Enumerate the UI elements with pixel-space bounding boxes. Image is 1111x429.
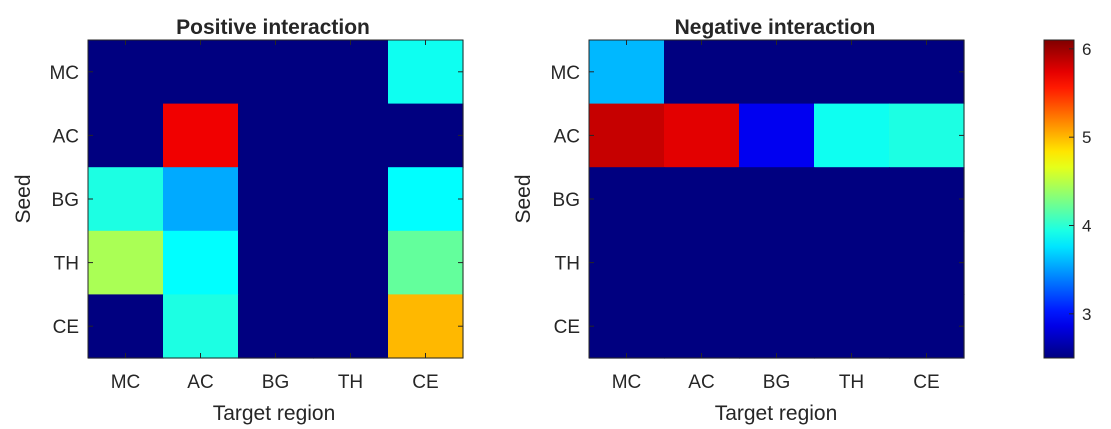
left-cell-ac-mc (88, 103, 164, 168)
left-y-tick-label: AC (53, 126, 79, 147)
left-cell-ce-th (313, 294, 389, 359)
right-cell-th-bg (739, 230, 815, 295)
right-cell-bg-bg (739, 167, 815, 232)
left-cell-ac-th (313, 103, 389, 168)
right-cell-th-ce (889, 230, 965, 295)
right-cell-th-mc (589, 230, 665, 295)
right-heatmap-cells (589, 40, 965, 359)
right-cell-th-th (814, 230, 890, 295)
left-y-axis-label: Seed (12, 174, 35, 223)
right-cell-th-ac (664, 230, 740, 295)
right-cell-ce-ac (664, 294, 740, 359)
right-cell-ce-ce (889, 294, 965, 359)
left-cell-th-bg (238, 230, 314, 295)
left-x-axis-label: Target region (213, 402, 336, 425)
colorbar-gradient (1044, 40, 1074, 358)
left-cell-mc-mc (88, 40, 164, 105)
colorbar-tick-label: 3 (1082, 305, 1091, 324)
left-cell-th-ac (163, 230, 239, 295)
left-y-tick-label: BG (52, 190, 79, 211)
left-cell-bg-mc (88, 167, 164, 232)
left-x-tick-label: AC (187, 372, 213, 393)
left-y-tick-label: CE (53, 317, 79, 338)
left-x-tick-label: BG (262, 372, 289, 393)
right-x-tick-labels: MC AC BG TH CE (612, 40, 940, 393)
left-cell-bg-ac (163, 167, 239, 232)
left-x-tick-labels: MC AC BG TH CE (111, 40, 439, 393)
right-x-axis-label: Target region (715, 402, 838, 425)
right-cell-ce-mc (589, 294, 665, 359)
right-cell-bg-ac (664, 167, 740, 232)
right-cell-ac-ce (889, 103, 965, 168)
left-cell-ce-ce (388, 294, 464, 359)
left-cell-mc-th (313, 40, 389, 105)
right-y-tick-label: CE (554, 317, 580, 338)
right-y-tick-label: MC (550, 63, 580, 84)
right-x-tick-label: AC (688, 372, 714, 393)
right-cell-ac-mc (589, 103, 665, 168)
left-y-tick-label: TH (54, 254, 79, 275)
left-cell-th-mc (88, 230, 164, 295)
right-x-tick-label: CE (913, 372, 939, 393)
left-cell-ce-ac (163, 294, 239, 359)
negative-interaction-heatmap: Negative interaction MC AC BG TH CE MC AC BG TH… (512, 16, 965, 425)
positive-interaction-heatmap: Positive interaction MC AC BG TH CE MC AC BG TH… (12, 16, 464, 425)
left-chart-title: Positive interaction (176, 16, 370, 39)
right-cell-ce-th (814, 294, 890, 359)
right-x-tick-label: BG (763, 372, 790, 393)
right-cell-mc-th (814, 40, 890, 105)
left-cell-mc-ac (163, 40, 239, 105)
left-cell-bg-ce (388, 167, 464, 232)
left-y-tick-labels: MC AC BG TH CE (49, 63, 463, 338)
colorbar-tick-label: 4 (1082, 217, 1091, 236)
right-y-tick-label: TH (555, 254, 580, 275)
right-cell-mc-ac (664, 40, 740, 105)
left-y-tick-label: MC (49, 63, 79, 84)
right-y-tick-label: BG (553, 190, 580, 211)
left-x-tick-label: CE (412, 372, 438, 393)
left-cell-ce-bg (238, 294, 314, 359)
right-y-tick-label: AC (554, 126, 580, 147)
right-cell-mc-mc (589, 40, 665, 105)
left-cell-ce-mc (88, 294, 164, 359)
right-cell-mc-bg (739, 40, 815, 105)
left-cell-ac-ce (388, 103, 464, 168)
left-cell-bg-bg (238, 167, 314, 232)
right-x-tick-label: MC (612, 372, 642, 393)
left-x-tick-label: TH (338, 372, 363, 393)
right-cell-bg-mc (589, 167, 665, 232)
colorbar-tick-label: 6 (1082, 40, 1091, 59)
left-cell-th-th (313, 230, 389, 295)
right-cell-bg-ce (889, 167, 965, 232)
left-cell-ac-ac (163, 103, 239, 168)
right-cell-ac-bg (739, 103, 815, 168)
left-cell-th-ce (388, 230, 464, 295)
right-cell-ac-th (814, 103, 890, 168)
left-cell-mc-bg (238, 40, 314, 105)
left-cell-mc-ce (388, 40, 464, 105)
left-x-tick-label: MC (111, 372, 141, 393)
left-heatmap-cells (88, 40, 464, 359)
left-cell-bg-th (313, 167, 389, 232)
colorbar-ticks: 3 4 5 6 (1069, 40, 1091, 324)
right-chart-title: Negative interaction (675, 16, 876, 39)
colorbar-tick-label: 5 (1082, 128, 1091, 147)
right-cell-ce-bg (739, 294, 815, 359)
colorbar-frame (1043, 39, 1075, 359)
right-cell-mc-ce (889, 40, 965, 105)
right-y-tick-labels: MC AC BG TH CE (550, 63, 964, 338)
right-cell-ac-ac (664, 103, 740, 168)
left-cell-ac-bg (238, 103, 314, 168)
right-x-tick-label: TH (839, 372, 864, 393)
right-y-axis-label: Seed (512, 174, 535, 223)
colorbar: 3 4 5 6 (1043, 39, 1091, 359)
right-cell-bg-th (814, 167, 890, 232)
